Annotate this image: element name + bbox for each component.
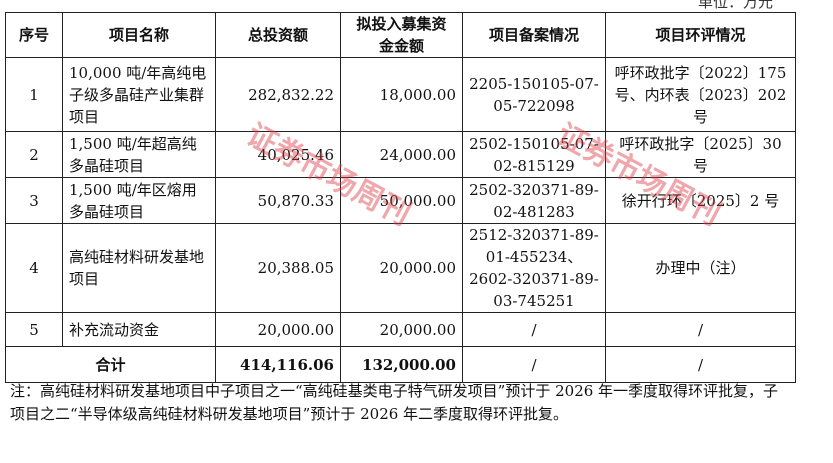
header-name: 项目名称 [62, 12, 216, 58]
cell-name: 补充流动资金 [62, 312, 216, 347]
cell-raised: 18,000.00 [340, 57, 463, 132]
cell-eia: 徐开行环〔2025〕2 号 [605, 177, 796, 224]
cell-raised: 20,000.00 [340, 223, 463, 313]
table-row: 5 补充流动资金 20,000.00 20,000.00// [5, 312, 796, 347]
header-filing: 项目备案情况 [462, 12, 606, 58]
fundraising-projects-table: 序号 项目名称 总投资额 拟投入募集资金金额 项目备案情况 项目环评情况 1 10… [5, 12, 796, 383]
cell-no: 1 [5, 57, 63, 132]
cell-no: 3 [5, 177, 63, 224]
total-row: 合计 414,116.06 132,000.00// [5, 346, 796, 383]
cell-raised: 50,000.00 [340, 177, 463, 224]
total-raised: 132,000.00 [340, 346, 463, 383]
cell-raised: 20,000.00 [340, 312, 463, 347]
header-total: 总投资额 [215, 12, 341, 58]
cell-total: 20,000.00 [215, 312, 341, 347]
total-label: 合计 [5, 346, 216, 383]
cell-eia: 呼环政批字〔2025〕30 号 [605, 131, 796, 178]
cell-name: 10,000 吨/年高纯电子级多晶硅产业集群项目 [62, 57, 216, 132]
header-row: 序号 项目名称 总投资额 拟投入募集资金金额 项目备案情况 项目环评情况 [5, 12, 796, 58]
table-row: 1 10,000 吨/年高纯电子级多晶硅产业集群项目 282,832.22 18,00… [5, 57, 796, 132]
cell-no: 5 [5, 312, 63, 347]
table-row: 3 1,500 吨/年区熔用多晶硅项目 50,870.33 50,000.00 2502… [5, 177, 796, 224]
cell-total: 20,388.05 [215, 223, 341, 313]
unit-label: 单位：万元 [697, 0, 773, 11]
cell-total: 50,870.33 [215, 177, 341, 224]
cell-eia: 呼环政批字〔2022〕175 号、内环表〔2023〕202 号 [605, 57, 796, 132]
cell-eia: 办理中（注） [605, 223, 796, 313]
header-eia: 项目环评情况 [605, 12, 796, 58]
cell-filing: 2512-320371-89-01-455234、2602-320371-89-… [462, 223, 606, 313]
cell-filing: 2502-320371-89-02-481283 [462, 177, 606, 224]
total-eia: / [605, 346, 796, 383]
cell-name: 高纯硅材料研发基地项目 [62, 223, 216, 313]
cell-total: 40,025.46 [215, 131, 341, 178]
total-total: 414,116.06 [215, 346, 341, 383]
cell-filing: / [462, 312, 606, 347]
table-note: 注：高纯硅材料研发基地项目中子项目之一“高纯硅基类电子特气研发项目”预计于 20… [10, 382, 779, 423]
cell-no: 4 [5, 223, 63, 313]
cell-filing: 2205-150105-07-05-722098 [462, 57, 606, 132]
cell-eia: / [605, 312, 796, 347]
cell-name: 1,500 吨/年区熔用多晶硅项目 [62, 177, 216, 224]
cell-no: 2 [5, 131, 63, 178]
cell-total: 282,832.22 [215, 57, 341, 132]
header-raised: 拟投入募集资金金额 [340, 12, 463, 58]
table-row: 4 高纯硅材料研发基地项目 20,388.05 20,000.00 2512-32037… [5, 223, 796, 313]
cell-name: 1,500 吨/年超高纯多晶硅项目 [62, 131, 216, 178]
header-no: 序号 [5, 12, 63, 58]
cell-raised: 24,000.00 [340, 131, 463, 178]
total-filing: / [462, 346, 606, 383]
cell-filing: 2502-150105-07-02-815129 [462, 131, 606, 178]
table-row: 2 1,500 吨/年超高纯多晶硅项目 40,025.46 24,000.00 2502… [5, 131, 796, 178]
